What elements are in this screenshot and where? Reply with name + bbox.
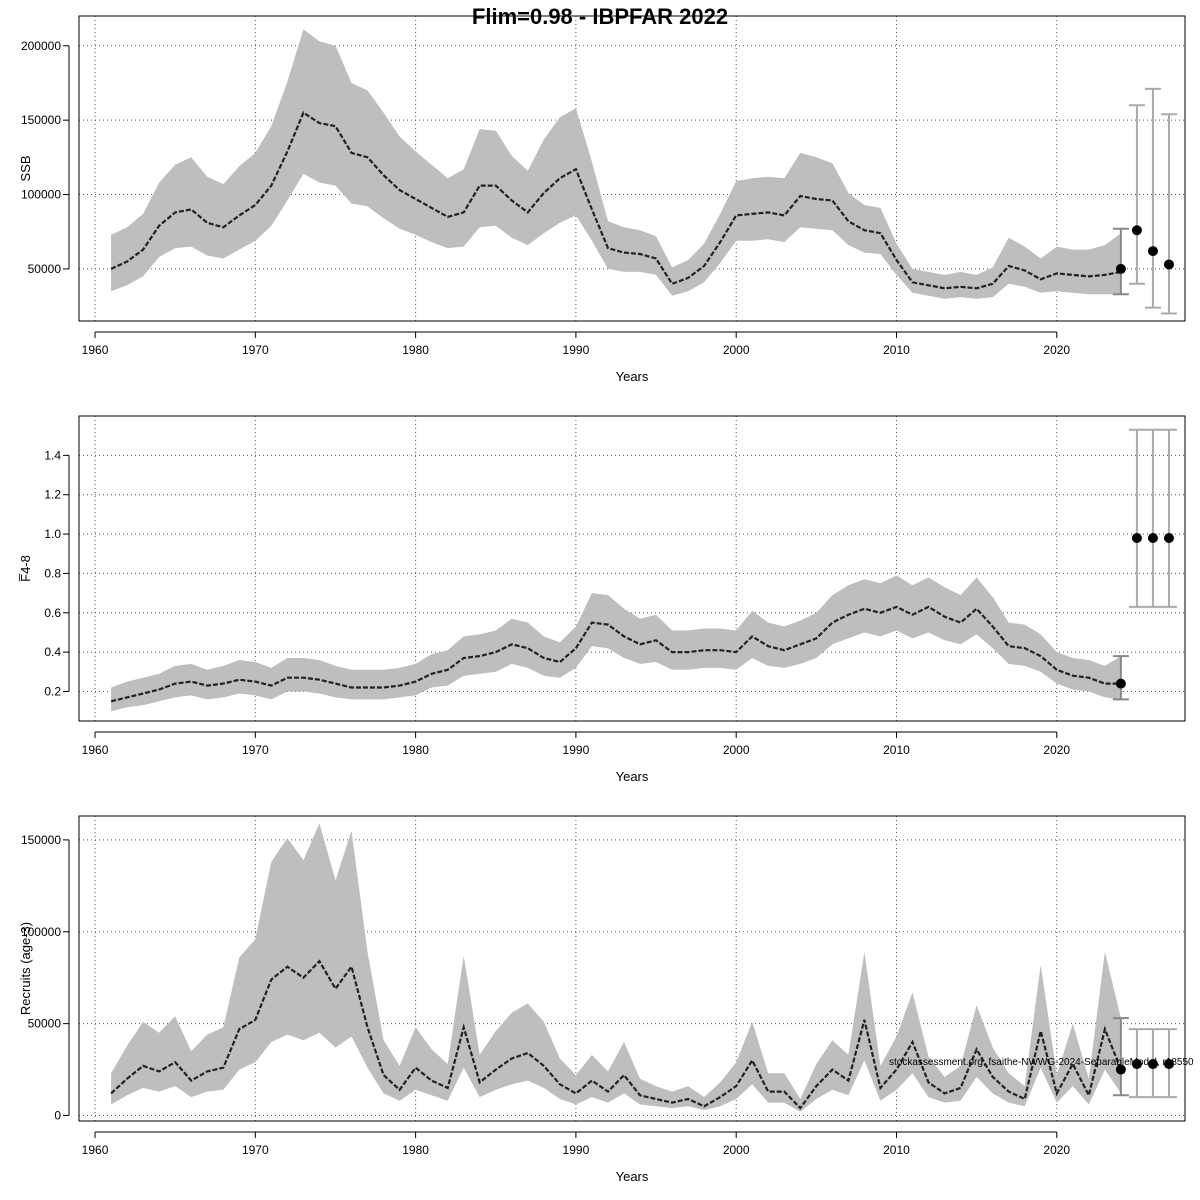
plot-frame	[78, 415, 1186, 722]
x-tick-label: 1960	[82, 1143, 109, 1157]
x-tick-label: 1990	[563, 1143, 590, 1157]
panels: 1960 1970 1980 1990 2000 2010 2020500001000001…	[18, 15, 1186, 1184]
y-tick-label: 150000	[21, 113, 61, 127]
x-tick-label: 1970	[242, 343, 269, 357]
y-tick-label: 50000	[28, 1017, 62, 1031]
projection-point	[1131, 533, 1142, 543]
x-tick-label: 1960	[82, 743, 109, 757]
x-axis-label: Years	[616, 769, 649, 784]
projection-point	[1163, 1059, 1174, 1070]
x-tick-label: 2020	[1043, 1143, 1070, 1157]
y-axis-label: Recruits (age-3)	[18, 922, 33, 1015]
y-tick-label: 0.2	[44, 684, 61, 698]
projection-point	[1163, 259, 1174, 270]
panel-fbar: 1960 1970 1980 1990 2000 2010 2020 0.2 0.4 0.6 0.8…	[18, 415, 1186, 784]
x-tick-label: 1980	[402, 343, 429, 357]
y-tick-label: 1.2	[44, 488, 61, 502]
x-tick-label: 1960	[82, 343, 109, 357]
confidence-band	[111, 575, 1121, 712]
x-tick-label: 2000	[723, 743, 750, 757]
chart-title: Flim=0.98 - IBPFAR 2022	[472, 4, 728, 29]
projection-point	[1131, 225, 1142, 236]
projection-point	[1147, 533, 1158, 543]
projection-point	[1115, 263, 1126, 274]
y-tick-label: 50000	[28, 262, 62, 276]
x-axis-label: Years	[616, 1169, 649, 1184]
x-tick-label: 1970	[242, 743, 269, 757]
x-tick-label: 1980	[402, 743, 429, 757]
y-tick-label: 100000	[21, 188, 61, 202]
projection-point	[1115, 1064, 1126, 1075]
y-tick-label: 150000	[21, 833, 61, 847]
y-tick-label: 0	[54, 1108, 61, 1122]
y-axis-label: F̅4-8	[18, 555, 33, 582]
y-tick-label: 0.8	[44, 566, 61, 580]
y-tick-label: 1.4	[44, 448, 61, 462]
projection-point	[1147, 246, 1158, 257]
projection-point	[1163, 533, 1174, 543]
y-tick-label: 1.0	[44, 527, 61, 541]
x-tick-label: 2010	[883, 743, 910, 757]
x-tick-label: 2010	[883, 1143, 910, 1157]
x-tick-label: 2010	[883, 343, 910, 357]
y-tick-label: 0.6	[44, 606, 61, 620]
projection-point	[1147, 1059, 1158, 1070]
confidence-band	[111, 823, 1121, 1112]
x-axis-label: Years	[616, 369, 649, 384]
estimate-line	[110, 959, 1122, 1110]
x-tick-label: 2000	[723, 1143, 750, 1157]
confidence-band	[111, 29, 1121, 299]
plot-frame	[78, 15, 1186, 322]
x-tick-label: 1990	[563, 743, 590, 757]
estimate-line	[110, 111, 1122, 290]
x-tick-label: 1980	[402, 1143, 429, 1157]
panel-ssb: 1960 1970 1980 1990 2000 2010 2020 50000 100000 1…	[18, 15, 1186, 384]
y-tick-label: 0.4	[44, 645, 61, 659]
y-tick-label: 200000	[21, 39, 61, 53]
estimate-line	[110, 605, 1121, 703]
x-tick-label: 2020	[1043, 343, 1070, 357]
x-tick-label: 1990	[563, 343, 590, 357]
x-tick-label: 2020	[1043, 743, 1070, 757]
panel-recruits: 1960 1970 1980 1990 2000 2010 2020 0 50000 100000…	[18, 815, 1186, 1184]
plot-frame	[78, 815, 1186, 1122]
x-tick-label: 2000	[723, 343, 750, 357]
projection-point	[1131, 1059, 1142, 1070]
watermark-text: stockassessment.org, fsaithe-NWWG-2024-S…	[889, 1057, 1194, 1068]
projection-point	[1115, 678, 1126, 689]
y-tick-label: 100000	[21, 925, 61, 939]
y-axis-label: SSB	[18, 155, 33, 181]
x-tick-label: 1970	[242, 1143, 269, 1157]
